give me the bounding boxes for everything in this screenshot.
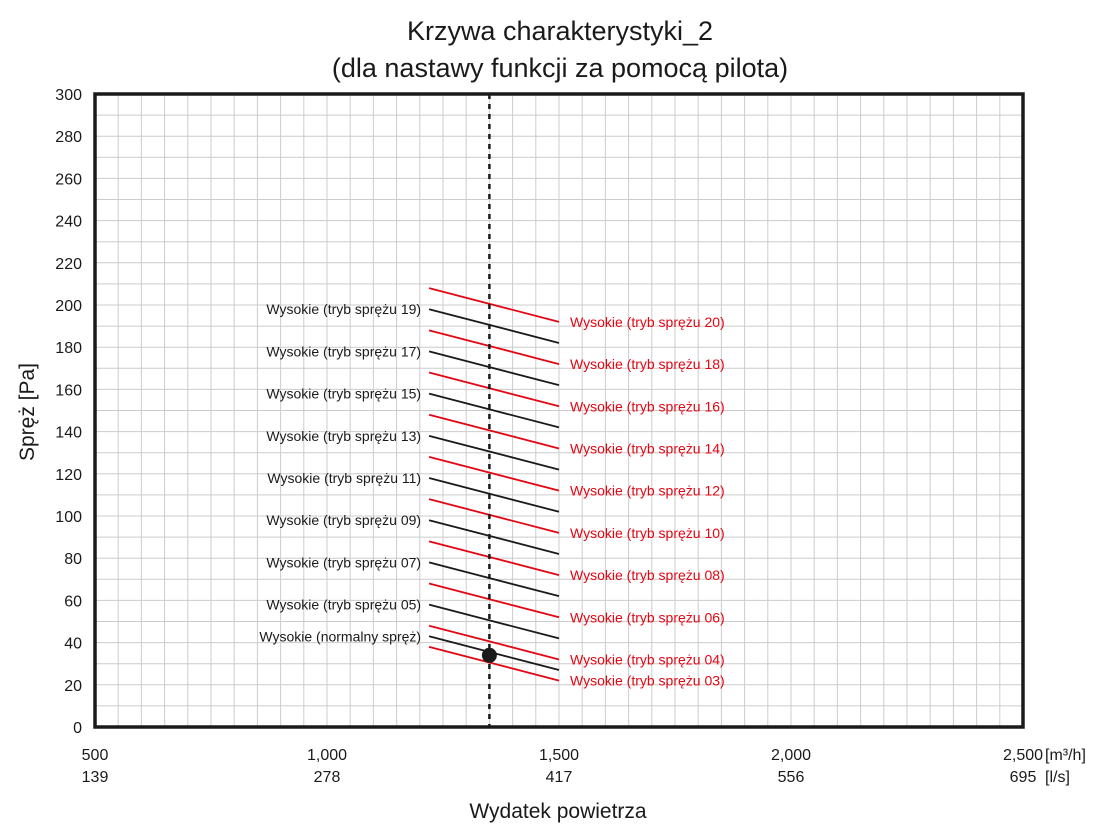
series-line	[428, 498, 560, 534]
series-label: Wysokie (tryb sprężu 17)	[266, 343, 421, 359]
grid	[94, 93, 1024, 728]
y-tick-label: 120	[55, 467, 82, 484]
series-line	[428, 603, 560, 640]
series-label: Wysokie (tryb sprężu 11)	[267, 470, 421, 486]
series-label: Wysokie (tryb sprężu 04)	[570, 651, 725, 667]
y-tick-label: 300	[55, 87, 82, 104]
series-label: Wysokie (tryb sprężu 20)	[570, 314, 725, 330]
series-line	[428, 540, 560, 576]
chart-title-line1: Krzywa charakterystyki_2	[407, 16, 713, 46]
x-tick-label: 1,000	[307, 747, 347, 764]
series-line	[428, 477, 560, 513]
series-line	[428, 371, 560, 408]
series-label: Wysokie (tryb sprężu 13)	[266, 428, 421, 444]
x-axis-label: Wydatek powietrza	[469, 800, 647, 823]
y-tick-label: 80	[64, 551, 82, 568]
series-line	[428, 434, 560, 471]
y-tick-label: 60	[64, 593, 82, 610]
series-line	[428, 645, 560, 682]
series-labels: Wysokie (tryb sprężu 03) Wysokie (tryb sp…	[259, 301, 724, 688]
x-tick-label: 2,000	[771, 747, 811, 764]
series-label: Wysokie (tryb sprężu 05)	[266, 597, 421, 613]
y-tick-label: 240	[55, 214, 82, 231]
series-label: Wysokie (tryb sprężu 19)	[266, 301, 421, 317]
series-line	[428, 561, 560, 598]
y-tick-label: 180	[55, 340, 82, 357]
series-label: Wysokie (tryb sprężu 10)	[570, 525, 725, 541]
x-tick-label-secondary: 695	[1010, 769, 1037, 786]
series-line	[428, 329, 560, 365]
x-unit-primary: [m³/h]	[1045, 747, 1086, 764]
x-tick-label: 1,500	[539, 747, 579, 764]
series-line	[428, 624, 560, 661]
x-tick-label-secondary: 278	[314, 769, 341, 786]
series-line	[428, 519, 560, 555]
x-unit-secondary: [l/s]	[1045, 769, 1070, 786]
y-tick-label: 100	[55, 509, 82, 526]
series-label: Wysokie (tryb sprężu 03)	[570, 673, 725, 689]
y-tick-label: 220	[55, 256, 82, 273]
series-label: Wysokie (tryb sprężu 06)	[570, 609, 725, 625]
y-axis-label: Spręż [Pa]	[16, 363, 39, 461]
operating-point-marker	[481, 647, 497, 663]
plot-frame	[93, 92, 1025, 729]
y-tick-label: 0	[73, 720, 82, 737]
y-tick-label: 200	[55, 298, 82, 315]
series-line	[428, 456, 560, 492]
series-line	[428, 308, 560, 344]
series-line	[428, 287, 560, 323]
x-tick-label-secondary: 139	[82, 769, 109, 786]
x-axis-ticks: 500 139 1,000 278 1,500 417 2,000 556 2,500 695	[82, 747, 1043, 786]
y-tick-label: 40	[64, 636, 82, 653]
series-label: Wysokie (tryb sprężu 12)	[570, 483, 725, 499]
series-label: Wysokie (tryb sprężu 14)	[570, 440, 725, 456]
x-tick-label: 500	[82, 747, 109, 764]
y-axis-ticks: 0 20 40 60 80 100 120 140 160 180 200 220 240 260 280 3…	[55, 87, 82, 737]
y-tick-label: 140	[55, 425, 82, 442]
chart-title-line2: (dla nastawy funkcji za pomocą pilota)	[332, 53, 788, 83]
y-tick-label: 20	[64, 678, 82, 695]
y-tick-label: 260	[55, 171, 82, 188]
series-line	[428, 413, 560, 450]
series-label: Wysokie (tryb sprężu 18)	[570, 356, 725, 372]
series-label: Wysokie (tryb sprężu 15)	[266, 386, 421, 402]
series-label: Wysokie (normalny spręż)	[259, 628, 421, 644]
series-line	[428, 582, 560, 619]
y-tick-label: 280	[55, 129, 82, 146]
series-line	[428, 350, 560, 387]
series-label: Wysokie (tryb sprężu 09)	[266, 512, 421, 528]
y-tick-label: 160	[55, 382, 82, 399]
series-line	[428, 392, 560, 429]
series-label: Wysokie (tryb sprężu 16)	[570, 398, 725, 414]
x-tick-label-secondary: 556	[778, 769, 805, 786]
x-tick-label-secondary: 417	[546, 769, 573, 786]
series-label: Wysokie (tryb sprężu 08)	[570, 567, 725, 583]
series-label: Wysokie (tryb sprężu 07)	[266, 554, 421, 570]
x-tick-label: 2,500	[1003, 747, 1043, 764]
